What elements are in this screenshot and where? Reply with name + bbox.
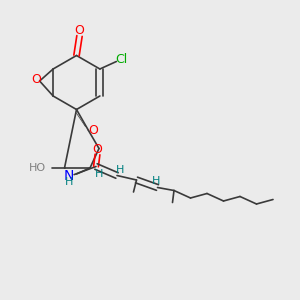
Text: O: O	[75, 24, 84, 37]
Text: HO: HO	[29, 163, 46, 173]
Text: H: H	[116, 165, 124, 175]
Text: Cl: Cl	[116, 52, 128, 66]
Text: H: H	[95, 169, 103, 179]
Text: H: H	[152, 176, 160, 186]
Text: O: O	[93, 142, 102, 156]
Text: O: O	[88, 124, 98, 137]
Text: O: O	[31, 73, 41, 86]
Text: N: N	[64, 169, 74, 182]
Text: H: H	[65, 177, 73, 188]
